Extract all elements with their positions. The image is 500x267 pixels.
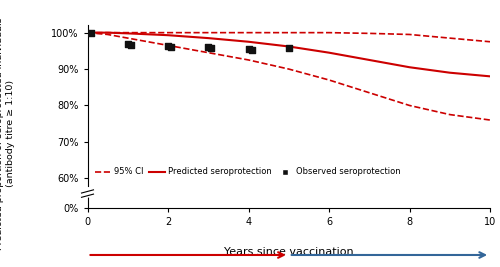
Point [248, 48, 256, 52]
Point [244, 47, 252, 51]
Point [127, 43, 135, 48]
Point [167, 45, 175, 49]
Point [86, 30, 94, 35]
X-axis label: Years since vaccination: Years since vaccination [224, 247, 354, 257]
Point [164, 44, 172, 48]
Point [124, 41, 132, 46]
Legend: 95% CI, Predicted seroprotection, Observed seroprotection: 95% CI, Predicted seroprotection, Observ… [92, 164, 404, 180]
Point [204, 45, 212, 49]
Text: Predicted proportion of seroprotected individuals
(antibody titre ≥ 1:10): Predicted proportion of seroprotected in… [0, 17, 14, 250]
Point [208, 46, 216, 50]
Point [285, 46, 293, 50]
